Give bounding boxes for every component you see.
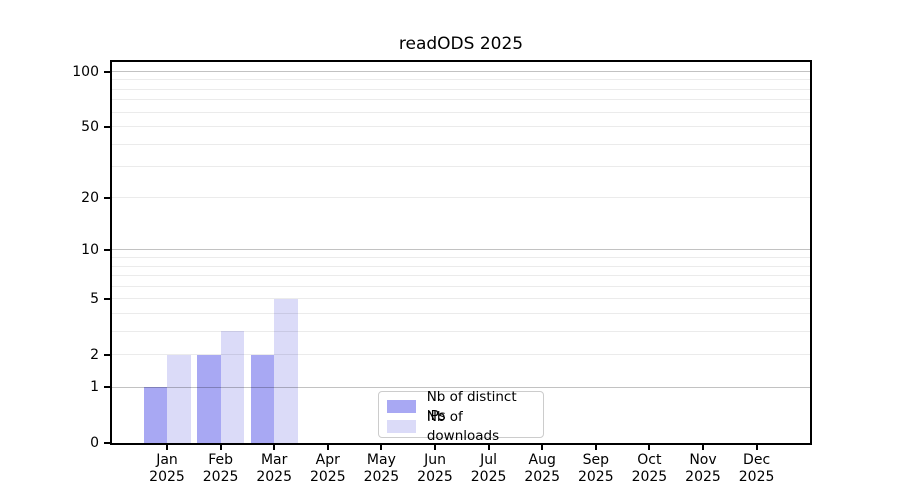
gridline-minor-5 <box>112 298 810 300</box>
y-tick-label-20: 20 <box>81 189 99 206</box>
y-tick-1 <box>104 386 111 389</box>
plot-area <box>110 60 812 445</box>
bar-distinct-ips-jan <box>143 387 167 443</box>
x-tick-dec <box>755 445 758 450</box>
legend-label-distinct-ips: Nb of distinct IPs <box>426 388 517 424</box>
gridline-minor-70 <box>112 99 810 101</box>
legend: Nb of distinct IPs Nb of downloads <box>378 389 544 444</box>
gridline-minor-50 <box>112 126 810 127</box>
x-tick-feb <box>219 445 222 450</box>
y-tick-label-0: 0 <box>90 435 99 451</box>
legend-swatch-distinct-ips <box>387 400 416 413</box>
gridline-minor-8 <box>112 265 810 267</box>
bar-distinct-ips-feb <box>197 354 221 443</box>
chart-title: readODS 2025 <box>398 34 524 54</box>
x-tick-jun <box>434 445 436 450</box>
gridline-minor-7 <box>112 275 810 277</box>
x-tick-label-dec: Dec 2025 <box>738 452 775 485</box>
y-tick-5 <box>104 297 111 300</box>
gridline-minor-80 <box>112 88 810 90</box>
x-tick-jul <box>487 445 490 450</box>
bar-distinct-ips-mar <box>250 354 275 443</box>
x-tick-oct <box>648 445 651 450</box>
x-tick-sep <box>594 445 597 450</box>
x-tick-label-oct: Oct 2025 <box>631 452 668 485</box>
x-tick-label-mar: Mar 2025 <box>256 452 292 485</box>
x-tick-may <box>380 445 383 450</box>
gridline-minor-4 <box>112 312 810 314</box>
y-tick-2 <box>104 353 111 356</box>
x-tick-label-nov: Nov 2025 <box>685 452 721 485</box>
y-tick-label-100: 100 <box>72 63 99 80</box>
y-tick-50 <box>104 125 111 128</box>
x-tick-label-jun: Jun 2025 <box>417 452 453 485</box>
x-tick-label-apr: Apr 2025 <box>309 452 346 485</box>
legend-label-downloads: Nb of downloads <box>426 408 500 444</box>
x-tick-label-sep: Sep 2025 <box>577 452 614 485</box>
y-tick-label-10: 10 <box>81 241 99 258</box>
gridline-minor-6 <box>112 285 810 287</box>
gridline-minor-20 <box>112 197 810 199</box>
bar-downloads-jan <box>167 354 191 443</box>
gridline-minor-60 <box>112 111 810 113</box>
x-tick-nov <box>702 445 704 450</box>
gridline-major-100 <box>112 71 810 72</box>
x-tick-label-may: May 2025 <box>363 452 400 485</box>
x-tick-mar <box>273 445 276 450</box>
gridline-minor-3 <box>112 330 810 332</box>
gridline-major-10 <box>112 249 810 251</box>
y-tick-label-50: 50 <box>81 118 99 135</box>
gridline-major-1 <box>112 386 810 388</box>
y-tick-label-2: 2 <box>90 346 99 363</box>
gridline-minor-40 <box>112 143 810 145</box>
x-tick-label-aug: Aug 2025 <box>524 452 560 485</box>
x-tick-label-jan: Jan 2025 <box>149 452 185 485</box>
bar-downloads-mar <box>274 298 298 443</box>
gridline-minor-9 <box>112 257 810 259</box>
bar-downloads-feb <box>220 331 245 443</box>
gridline-minor-2 <box>112 354 810 356</box>
x-tick-aug <box>541 445 544 450</box>
y-tick-label-5: 5 <box>90 290 99 307</box>
x-tick-label-jul: Jul 2025 <box>470 452 507 485</box>
x-tick-label-feb: Feb 2025 <box>202 452 239 485</box>
legend-item-distinct-ips: Nb of distinct IPs <box>387 389 535 424</box>
x-tick-apr <box>326 445 329 450</box>
legend-item-downloads: Nb of downloads <box>387 409 535 444</box>
legend-swatch-downloads <box>387 420 416 433</box>
y-tick-10 <box>104 248 111 251</box>
y-tick-0 <box>104 442 111 444</box>
gridline-minor-30 <box>112 166 810 168</box>
x-tick-jan <box>166 445 168 450</box>
y-tick-100 <box>104 70 111 73</box>
y-tick-20 <box>104 196 111 199</box>
gridline-minor-90 <box>112 79 810 81</box>
y-tick-label-1: 1 <box>90 379 99 396</box>
